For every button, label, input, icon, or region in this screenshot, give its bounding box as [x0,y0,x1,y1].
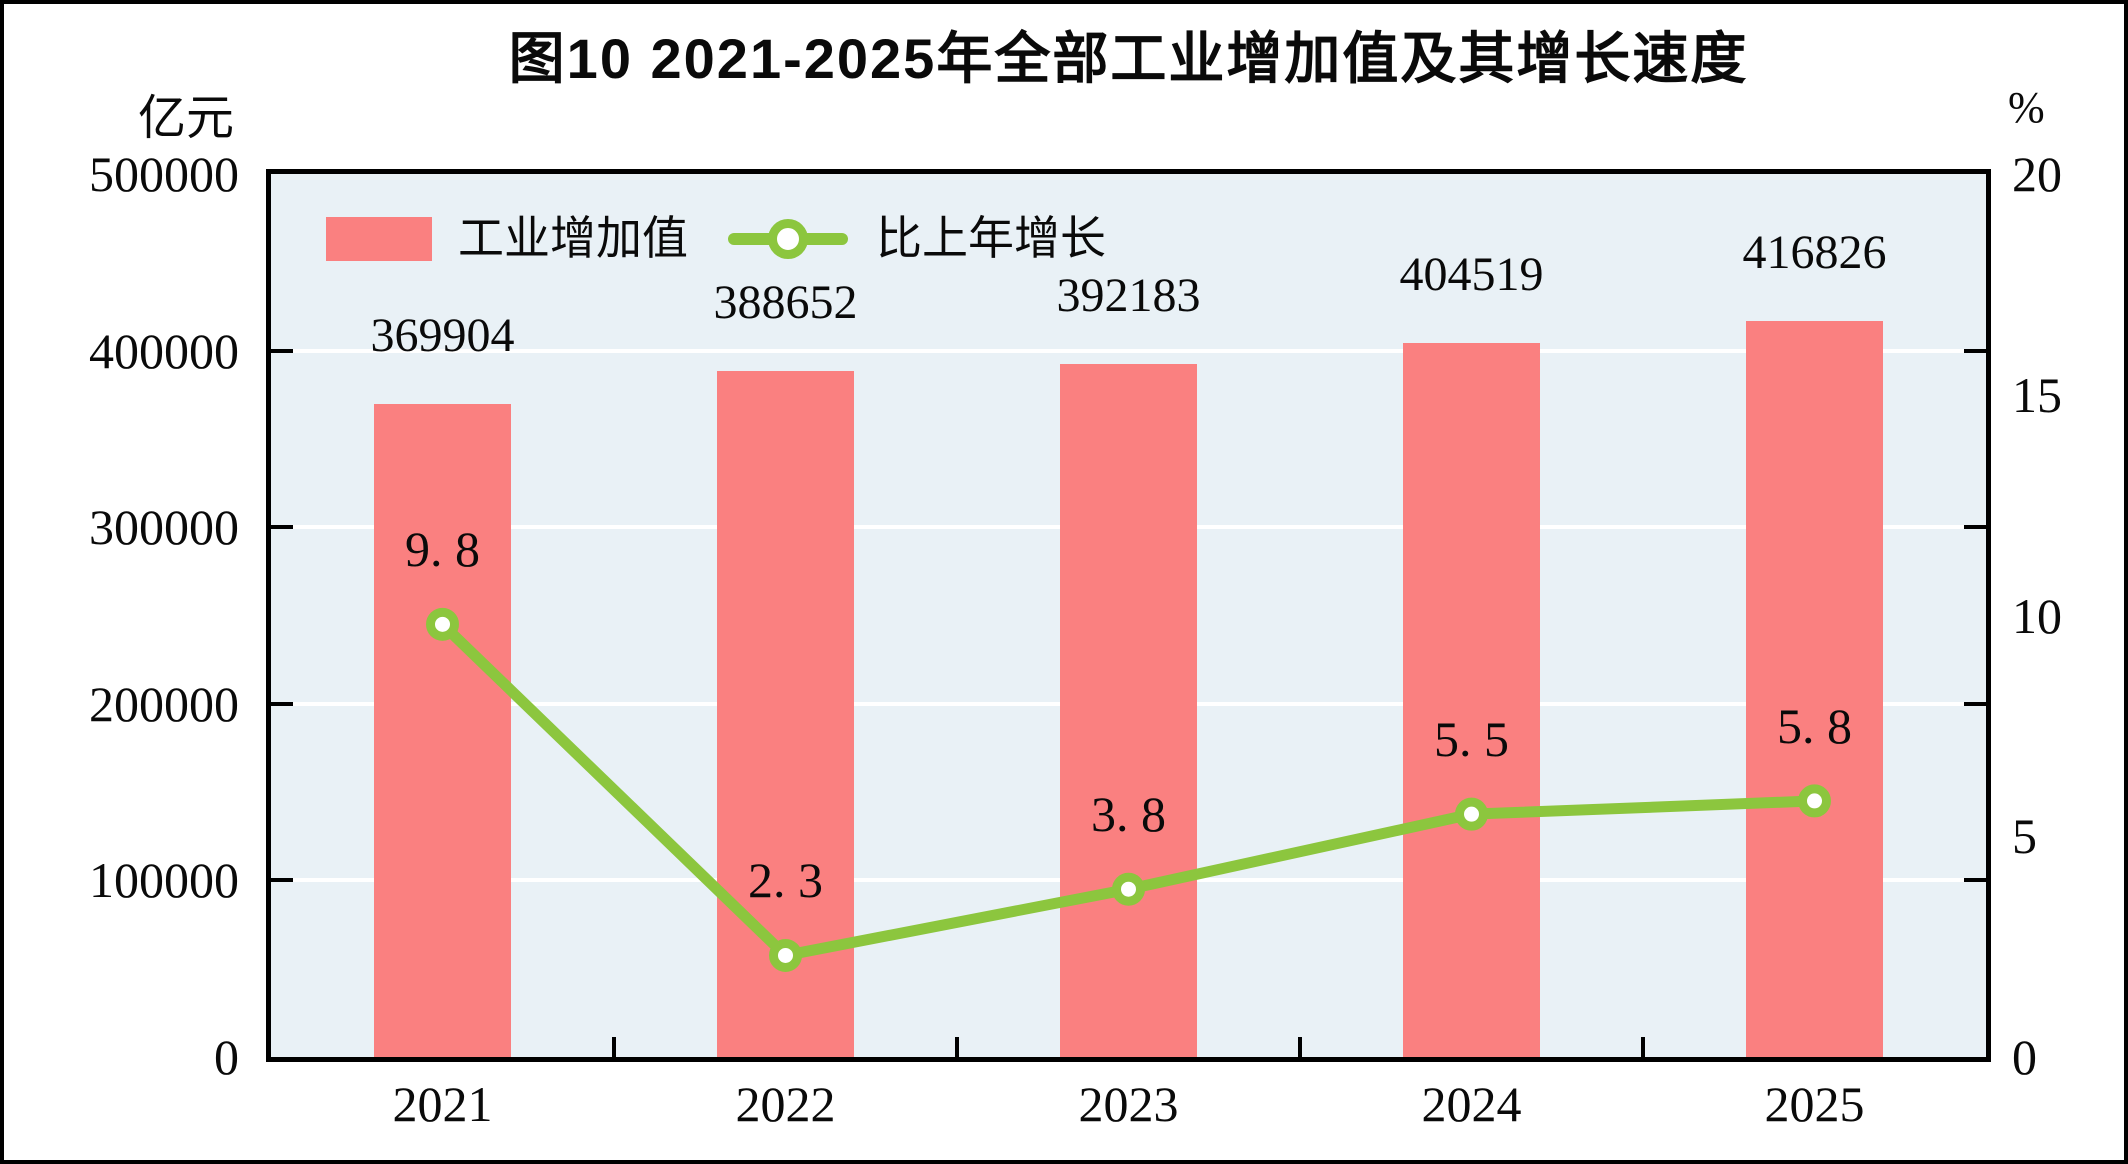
right-tick-label: 0 [2012,1029,2037,1085]
x-tick-label: 2024 [1421,1076,1522,1132]
rate-value-label: 5. 5 [1434,711,1509,768]
bar-2024 [1403,342,1540,1057]
right-tick-label: 5 [2012,808,2037,865]
line-marker-icon [1798,784,1831,818]
bar-2025 [1746,320,1883,1057]
left-tick-label: 500000 [89,146,239,202]
left-tick-label: 100000 [89,852,239,909]
left-axis-unit: 亿元 [137,92,234,145]
x-tick-label: 2025 [1764,1076,1865,1132]
gridline [271,348,1986,353]
legend-line-marker-icon [768,219,808,259]
chart-title: 图10 2021-2025年全部工业增加值及其增长速度 [508,27,1749,90]
right-tick-label: 20 [2012,146,2062,202]
right-tick-label: 15 [2012,366,2062,423]
left-axis-tick [271,348,293,353]
legend-line-swatch [728,219,848,259]
bar-value-label: 369904 [370,308,515,362]
line-marker-icon [1455,797,1488,831]
line-marker-icon [1112,872,1145,906]
left-axis-tick [271,525,293,530]
left-axis-tick [271,701,293,706]
rate-value-label: 9. 8 [405,521,480,578]
rate-value-label: 5. 8 [1777,697,1852,754]
left-axis-tick [271,878,293,883]
x-tick-label: 2021 [392,1076,493,1132]
right-axis-tick [1964,878,1986,883]
right-axis-tick [1964,701,1986,706]
bar-2023 [1060,364,1197,1057]
legend-line-label: 比上年增长 [876,213,1106,264]
right-tick-label: 10 [2012,587,2062,644]
left-tick-label: 300000 [89,499,239,556]
legend-bar-label: 工业增加值 [458,213,688,264]
bar-value-label: 392183 [1056,269,1201,323]
right-axis-tick [1964,525,1986,530]
x-tick-label: 2023 [1078,1076,1179,1132]
bar-value-label: 404519 [1399,247,1544,301]
bar-value-label: 388652 [713,275,858,329]
legend-bar-swatch [326,217,432,261]
left-tick-label: 400000 [89,322,239,379]
rate-value-label: 3. 8 [1091,786,1166,843]
legend: 工业增加值 比上年增长 [326,204,1106,274]
x-tick-label: 2022 [735,1076,836,1132]
x-axis-tick [612,1037,616,1057]
growth-line [438,620,1815,961]
left-tick-label: 0 [214,1029,239,1085]
bar-value-label: 416826 [1742,225,1887,279]
growth-line-layer [426,607,1831,972]
x-axis-tick [1641,1037,1645,1057]
x-axis-tick [955,1037,959,1057]
bar-2021 [374,403,511,1057]
x-axis-tick [1298,1037,1302,1057]
left-tick-label: 200000 [89,675,239,732]
line-marker-icon [769,938,802,972]
plot-area: 工业增加值 比上年增长 369904 388652 392183 404519 4168… [266,169,1991,1062]
right-axis-tick [1964,348,1986,353]
right-axis-unit: % [2008,83,2045,132]
line-marker-icon [426,607,459,641]
rate-value-label: 2. 3 [748,852,823,909]
